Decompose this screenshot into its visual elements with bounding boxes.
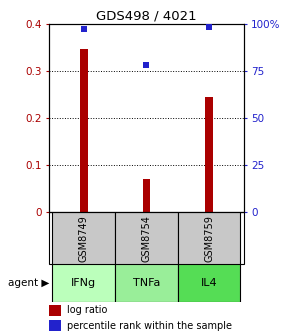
Text: TNFa: TNFa [133,278,160,288]
Text: agent ▶: agent ▶ [8,278,49,288]
Bar [178,212,240,264]
Point [144,62,149,68]
Text: IL4: IL4 [201,278,218,288]
Bar [80,49,88,212]
Bar [49,305,61,316]
Bar [49,320,61,331]
Bar [52,212,115,264]
Bar [52,264,115,302]
Text: GSM8754: GSM8754 [142,215,151,262]
Text: percentile rank within the sample: percentile rank within the sample [67,321,232,331]
Bar [115,212,178,264]
Title: GDS498 / 4021: GDS498 / 4021 [96,9,197,23]
Text: GSM8759: GSM8759 [204,215,214,262]
Text: log ratio: log ratio [67,305,107,316]
Bar [205,97,213,212]
Bar [178,264,240,302]
Text: IFNg: IFNg [71,278,96,288]
Point [207,25,211,30]
Bar [115,264,178,302]
Point [81,27,86,32]
Bar [143,179,150,212]
Text: GSM8749: GSM8749 [79,215,89,261]
